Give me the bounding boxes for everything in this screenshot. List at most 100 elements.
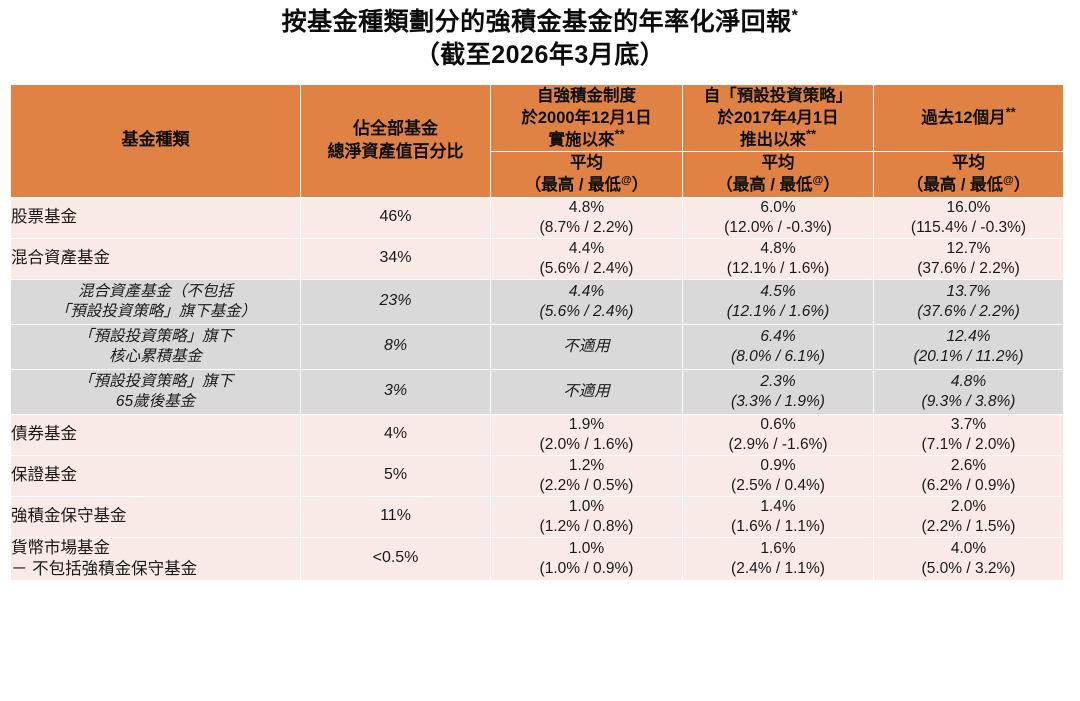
header-sub-past-12m: 平均 （最高 / 最低@）: [873, 151, 1064, 198]
fund-type-line-1: 貨幣市場基金: [11, 538, 110, 557]
cell-share-of-total: 46%: [300, 196, 491, 239]
header-since-mpf-sup: **: [614, 126, 625, 142]
cell-fund-type: 保證基金: [10, 454, 301, 497]
value-range: (2.4% / 1.1%): [731, 559, 825, 577]
value-range: (2.5% / 0.4%): [731, 476, 825, 494]
header-since-dis: 自「預設投資策略」 於2017年4月1日 推出以來**: [682, 83, 874, 153]
fund-type-line-1: 債券基金: [11, 424, 77, 443]
value-average: 2.3%: [760, 372, 796, 390]
cell-fund-type: 股票基金: [10, 196, 301, 239]
value-average: 4.0%: [950, 539, 987, 557]
returns-table-container: 基金種類 佔全部基金 總淨資產值百分比 自強積金制度 於2000年12月1日 實…: [10, 83, 1064, 581]
value-average: 1.2%: [568, 456, 605, 474]
value-range: (9.3% / 3.8%): [921, 392, 1016, 410]
cell-since-dis: 0.9% (2.5% / 0.4%): [682, 454, 874, 497]
returns-table: 基金種類 佔全部基金 總淨資產值百分比 自強積金制度 於2000年12月1日 實…: [10, 83, 1064, 581]
fund-type-line-1: 保證基金: [11, 465, 77, 484]
fund-type-line-1: 混合資產基金（不包括: [77, 282, 233, 300]
header-share-line2: 總淨資產值百分比: [327, 141, 464, 161]
cell-fund-type: 混合資產基金: [10, 237, 301, 280]
value-average: 4.8%: [568, 198, 605, 216]
header-sub-since-mpf: 平均 （最高 / 最低@）: [490, 151, 683, 198]
header-past-12m: 過去12個月**: [873, 83, 1064, 153]
value-average: 16.0%: [946, 198, 991, 216]
header-past-12m-line1: 過去12個月: [921, 109, 1006, 128]
value-range: (5.0% / 3.2%): [921, 559, 1016, 577]
cell-fund-type: 貨幣市場基金 － 不包括強積金保守基金: [10, 536, 301, 581]
cell-fund-type: 「預設投資策略」旗下 核心累積基金: [10, 323, 301, 370]
value-range: (115.4% / -0.3%): [910, 218, 1027, 236]
table-row: 混合資產基金（不包括 「預設投資策略」旗下基金） 23% 4.4% (5.6% / 2.…: [10, 278, 1064, 325]
value-average: 6.0%: [760, 198, 796, 216]
value-average: 2.0%: [950, 497, 987, 515]
cell-past-12m: 12.7% (37.6% / 2.2%): [873, 237, 1064, 280]
cell-past-12m: 13.7% (37.6% / 2.2%): [873, 278, 1064, 325]
value-range: (5.6% / 2.4%): [539, 259, 634, 277]
cell-since-dis: 6.4% (8.0% / 6.1%): [682, 323, 874, 370]
value-range: (1.0% / 0.9%): [539, 559, 634, 577]
value-range: (12.1% / 1.6%): [726, 302, 830, 320]
value-average: 1.0%: [568, 539, 605, 557]
value-average: 1.9%: [568, 415, 605, 433]
header-sub-range-pre-1: （最高 / 最低: [524, 176, 622, 195]
value-range: (12.0% / -0.3%): [724, 218, 832, 236]
value-range: (2.0% / 1.6%): [539, 435, 634, 453]
fund-type-line-2: 「預設投資策略」旗下基金）: [54, 302, 257, 320]
header-row-top: 基金種類 佔全部基金 總淨資產值百分比 自強積金制度 於2000年12月1日 實…: [10, 83, 1064, 198]
value-average: 4.8%: [950, 372, 987, 390]
value-range: (2.2% / 1.5%): [921, 517, 1016, 535]
cell-share-of-total: 11%: [300, 495, 491, 538]
table-row: 混合資產基金 34% 4.4% (5.6% / 2.4%) 4.8% (12.1% / 1…: [10, 237, 1064, 280]
value-average: 1.0%: [568, 497, 605, 515]
header-sub-since-dis: 平均 （最高 / 最低@）: [682, 151, 874, 198]
table-row: 「預設投資策略」旗下 核心累積基金 8% 不適用 6.4% (8.0% / 6.1%) 12…: [10, 323, 1064, 370]
header-past-12m-sup: **: [1005, 104, 1016, 120]
cell-since-mpf: 1.0% (1.0% / 0.9%): [490, 536, 683, 581]
header-sub-range-post-2: ）: [823, 176, 840, 195]
title-line-1: 按基金種類劃分的強積金基金的年率化淨回報*: [0, 6, 1080, 39]
value-range: (5.6% / 2.4%): [539, 302, 634, 320]
value-range: (8.7% / 2.2%): [539, 218, 634, 236]
cell-since-dis: 2.3% (3.3% / 1.9%): [682, 368, 874, 415]
header-row-sub: 平均 （最高 / 最低@） 平均 （最高 / 最低@） 平均 （最高 / 最低@…: [11, 151, 1064, 198]
fund-type-line-2: － 不包括強積金保守基金: [11, 559, 198, 578]
value-range: (2.9% / -1.6%): [728, 435, 828, 453]
value-not-applicable: 不適用: [563, 382, 610, 400]
value-average: 2.6%: [950, 456, 987, 474]
cell-past-12m: 2.0% (2.2% / 1.5%): [873, 495, 1064, 538]
table-body: 股票基金 46% 4.8% (8.7% / 2.2%) 6.0% (12.0% / -0.…: [10, 196, 1064, 581]
value-average: 0.6%: [760, 415, 796, 433]
cell-past-12m: 4.0% (5.0% / 3.2%): [873, 536, 1064, 581]
table-row: 保證基金 5% 1.2% (2.2% / 0.5%) 0.9% (2.5% / 0.4%)…: [10, 454, 1064, 497]
value-average: 6.4%: [760, 327, 796, 345]
page-title: 按基金種類劃分的強積金基金的年率化淨回報* （截至2026年3月底）: [0, 0, 1080, 72]
value-range: (1.2% / 0.8%): [539, 517, 634, 535]
header-sub-range-pre-3: （最高 / 最低: [906, 176, 1004, 195]
title-asterisk: *: [791, 7, 799, 25]
cell-since-dis: 1.6% (2.4% / 1.1%): [682, 536, 874, 581]
table-row: 貨幣市場基金 － 不包括強積金保守基金 <0.5% 1.0% (1.0% / 0.9%)…: [10, 536, 1064, 581]
cell-since-dis: 1.4% (1.6% / 1.1%): [682, 495, 874, 538]
title-line-2: （截至2026年3月底）: [414, 41, 666, 69]
header-fund-type: 基金種類: [10, 84, 301, 198]
value-range: (37.6% / 2.2%): [917, 302, 1020, 320]
header-share-of-total: 佔全部基金 總淨資產值百分比: [300, 84, 491, 198]
cell-since-dis: 4.5% (12.1% / 1.6%): [682, 278, 874, 325]
value-range: (37.6% / 2.2%): [917, 259, 1020, 277]
header-sub-range-post-1: ）: [631, 176, 649, 195]
value-range: (1.6% / 1.1%): [731, 517, 825, 535]
cell-fund-type: 強積金保守基金: [10, 495, 301, 538]
header-sub-range-sup-3: @: [1003, 174, 1014, 187]
cell-share-of-total: 3%: [300, 368, 491, 415]
header-since-dis-line1: 自「預設投資策略」: [703, 87, 853, 105]
value-average: 12.4%: [946, 327, 991, 345]
cell-fund-type: 混合資產基金（不包括「預設投資策略」旗下基金）: [10, 278, 301, 325]
header-since-dis-line3: 推出以來: [739, 131, 806, 150]
cell-since-mpf: 1.0% (1.2% / 0.8%): [490, 495, 683, 538]
cell-share-of-total: 34%: [300, 237, 491, 280]
cell-since-mpf: 不適用: [490, 368, 683, 415]
cell-since-mpf: 不適用: [490, 323, 683, 370]
header-sub-range-sup-2: @: [812, 174, 824, 187]
fund-type-line-1: 股票基金: [11, 207, 77, 226]
